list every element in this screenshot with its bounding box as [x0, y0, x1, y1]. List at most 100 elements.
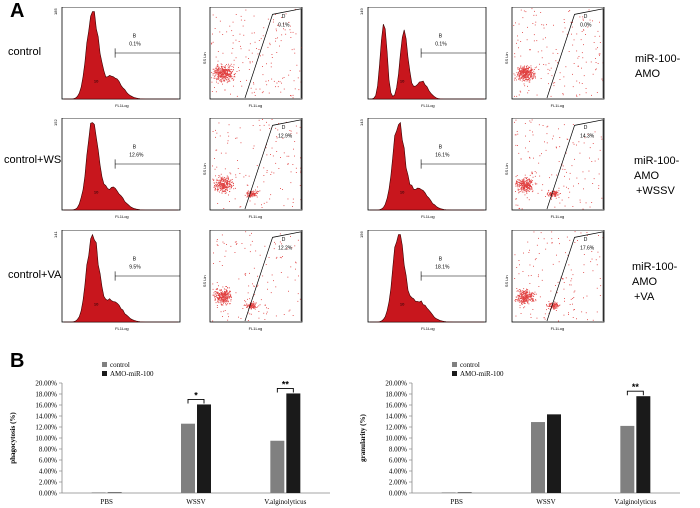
gate-name: D [282, 237, 286, 243]
y-tick-label: 20.00% [35, 380, 57, 388]
gate-name: B [439, 256, 443, 262]
x-axis-label: FL1Log [249, 326, 263, 331]
scatter-dots [514, 231, 604, 322]
gate-d-polygon [546, 231, 604, 322]
significance-bracket [626, 390, 644, 396]
y-axis-label: granularity (%) [359, 414, 367, 462]
gate-percent: 9.5% [129, 265, 141, 271]
plot-frame [209, 230, 303, 323]
bar-control-wssv [181, 423, 195, 493]
legend-swatch [102, 371, 107, 376]
gate-d-polygon [244, 8, 302, 99]
gate-percent: 12.9% [278, 133, 293, 139]
significance-bracket [276, 388, 294, 393]
y-tick-label: 14.00% [35, 413, 57, 421]
y-tick-label: 16.00% [35, 402, 57, 410]
row-label-line: miR-100-AMO [632, 261, 678, 288]
row-label-line: miR-100-AMO [634, 155, 680, 182]
x-axis-label: FL1Log [249, 103, 263, 108]
y-axis-label: SS Lin [202, 163, 207, 175]
fl1-histogram-left-row2: B 9.5% 141 10 FL1Log [54, 230, 181, 331]
ss-fl1-scatter-plot-left-row1: D 12.9% SS Lin FL1Log [202, 118, 303, 219]
x-axis-label: FL1Log [551, 326, 565, 331]
y-tick-label: 18.00% [35, 391, 57, 399]
scatter-dots [514, 119, 603, 210]
x-axis-label: FL1Log [115, 103, 129, 108]
gate-name: B [439, 144, 443, 150]
gate-percent: 0.1% [278, 22, 290, 28]
x-category-label: V.alginolyticus [614, 498, 656, 506]
row-label-line: miR-100-AMO [635, 53, 681, 80]
granularity-bar-chart: 0.00% 2.00% 4.00% 6.00% 8.00% 10.00% 12.00% 14.… [359, 361, 680, 506]
legend-swatch [452, 362, 457, 367]
decade-tick: 10 [400, 78, 405, 83]
gate-percent: 0.1% [129, 42, 141, 48]
bar-amo-mir-100-wssv [197, 404, 211, 493]
y-axis-label: SS Lin [504, 52, 509, 64]
x-axis-label: FL1Log [551, 103, 565, 108]
row-label-line: +WSSV [636, 185, 675, 197]
y-tick-label: 12.00% [385, 424, 407, 432]
x-axis-label: FL1Log [115, 214, 129, 219]
y-tick-label: 0.00% [389, 490, 407, 498]
plot-frame [511, 7, 605, 100]
y-tick-label: 4.00% [39, 468, 57, 476]
x-category-label: WSSV [536, 498, 555, 506]
plot-frame [511, 230, 605, 323]
fl1-histogram-right-row1: B 16.1% 143 10 FL1Log [360, 118, 487, 219]
fl1-histogram-left-row0: B 0.1% 185 10 FL1Log [54, 7, 181, 108]
significance-marker: ** [632, 382, 640, 392]
fl1-histogram-right-row2: B 18.1% 156 10 FL1Log [360, 230, 487, 331]
bar-control-pbs [441, 492, 456, 493]
ss-fl1-scatter-plot-left-row0: D 0.1% SS Lin FL1Log [202, 7, 303, 108]
row-label-control-va: control+VA [8, 269, 62, 281]
histogram-fill [64, 122, 178, 211]
y-tick-label: 12.00% [35, 424, 57, 432]
significance-marker: ** [282, 379, 290, 389]
gate-percent: 12.2% [278, 245, 293, 251]
y-tick-label: 2.00% [389, 479, 407, 487]
gate-name: D [584, 125, 588, 131]
gate-d-polygon [244, 119, 302, 210]
decade-tick: 10 [94, 301, 99, 306]
gate-percent: 14.3% [580, 133, 595, 139]
gate-name: D [282, 14, 286, 20]
y-tick-label: 18.00% [385, 391, 407, 399]
gate-name: B [133, 256, 137, 262]
y-tick-label: 6.00% [39, 457, 57, 465]
bar-control-wssv [531, 422, 545, 493]
y-tick-label: 6.00% [389, 457, 407, 465]
x-axis-label: FL1Log [421, 103, 435, 108]
y-axis-label: SS Lin [504, 163, 509, 175]
legend-swatch [102, 362, 107, 367]
y-max-count: 141 [54, 231, 58, 238]
x-axis-label: FL1Log [551, 214, 565, 219]
gate-percent: 18.1% [435, 265, 450, 271]
legend-swatch [452, 371, 457, 376]
phagocytosis-bar-chart: 0.00% 2.00% 4.00% 6.00% 8.00% 10.00% 12.00% 14.… [9, 361, 330, 506]
row-label-line: +VA [634, 291, 655, 303]
histogram-fill [64, 233, 178, 323]
bar-amo-mir-100-pbs [457, 492, 472, 493]
ss-fl1-scatter-plot-right-row0: D 0.0% SS Lin FL1Log [504, 7, 605, 108]
y-tick-label: 8.00% [39, 446, 57, 454]
bar-amo-mir-100-v-alginolyticus [636, 396, 651, 493]
bar-control-pbs [91, 492, 106, 493]
y-axis-label: phagocytosis (%) [9, 412, 17, 464]
y-axis-label: SS Lin [202, 275, 207, 287]
legend-label: AMO-miR-100 [110, 370, 154, 378]
row-label-control-wssv: control+WSSV [4, 154, 76, 166]
legend-label: AMO-miR-100 [460, 370, 504, 378]
y-max-count: 156 [360, 231, 364, 238]
x-category-label: PBS [450, 498, 463, 506]
gate-percent: 16.1% [435, 153, 450, 159]
ss-fl1-scatter-plot-left-row2: D 12.2% SS Lin FL1Log [202, 230, 303, 331]
histogram-fill [369, 23, 484, 100]
panel-b-letter: B [10, 350, 25, 372]
gate-name: D [584, 237, 588, 243]
ss-fl1-scatter-plot-right-row1: D 14.3% SS Lin FL1Log [504, 118, 605, 219]
y-axis-label: SS Lin [504, 275, 509, 287]
decade-tick: 10 [400, 301, 405, 306]
decade-tick: 10 [94, 189, 99, 194]
ss-fl1-scatter-plot-right-row2: D 17.6% SS Lin FL1Log [504, 230, 605, 331]
